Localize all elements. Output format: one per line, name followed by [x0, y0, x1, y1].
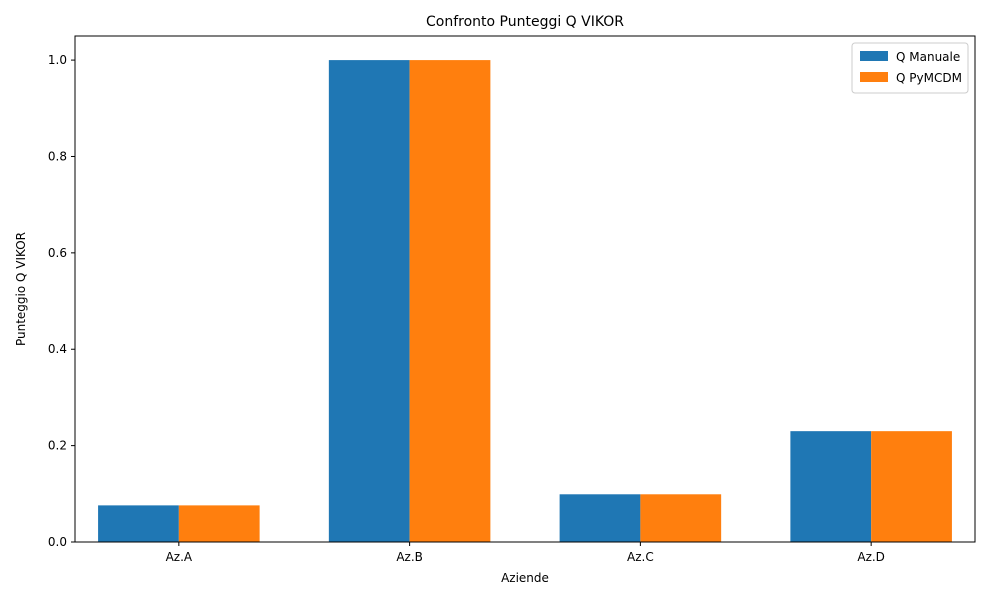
legend-label: Q PyMCDM — [896, 71, 962, 85]
bar-az-b-series-1 — [328, 60, 410, 542]
legend-swatch — [860, 72, 888, 82]
y-tick-label: 1.0 — [48, 53, 67, 67]
bar-az-c-series-1 — [559, 494, 641, 542]
legend: Q Manuale Q PyMCDM — [851, 42, 969, 94]
y-axis: 0.0 0.2 0.4 0.6 0.8 1.0 — [48, 53, 75, 549]
plot-frame — [74, 35, 976, 543]
bars-group — [98, 60, 952, 542]
bar-az-b-series-2 — [409, 60, 491, 542]
y-tick-label: 0.0 — [48, 535, 67, 549]
x-axis: Az.A Az.B Az.C Az.D — [166, 542, 885, 564]
bar-az-a-series-1 — [98, 505, 179, 542]
x-tick-label: Az.B — [396, 550, 423, 564]
bar-az-c-series-2 — [640, 494, 722, 542]
y-tick-label: 0.2 — [48, 439, 67, 453]
chart-title: Confronto Punteggi Q VIKOR — [426, 14, 624, 30]
x-tick-label: Az.A — [166, 550, 193, 564]
x-axis-label: Aziende — [501, 571, 549, 585]
y-axis-label: Punteggio Q VIKOR — [14, 232, 28, 346]
legend-swatch — [860, 51, 888, 61]
y-tick-label: 0.4 — [48, 342, 67, 356]
bar-az-d-series-2 — [871, 431, 952, 542]
bar-az-a-series-2 — [178, 505, 260, 542]
x-tick-label: Az.C — [627, 550, 654, 564]
bar-az-d-series-1 — [790, 431, 872, 542]
legend-label: Q Manuale — [896, 50, 960, 64]
y-tick-label: 0.8 — [48, 149, 67, 163]
x-tick-label: Az.D — [857, 550, 885, 564]
y-tick-label: 0.6 — [48, 246, 67, 260]
